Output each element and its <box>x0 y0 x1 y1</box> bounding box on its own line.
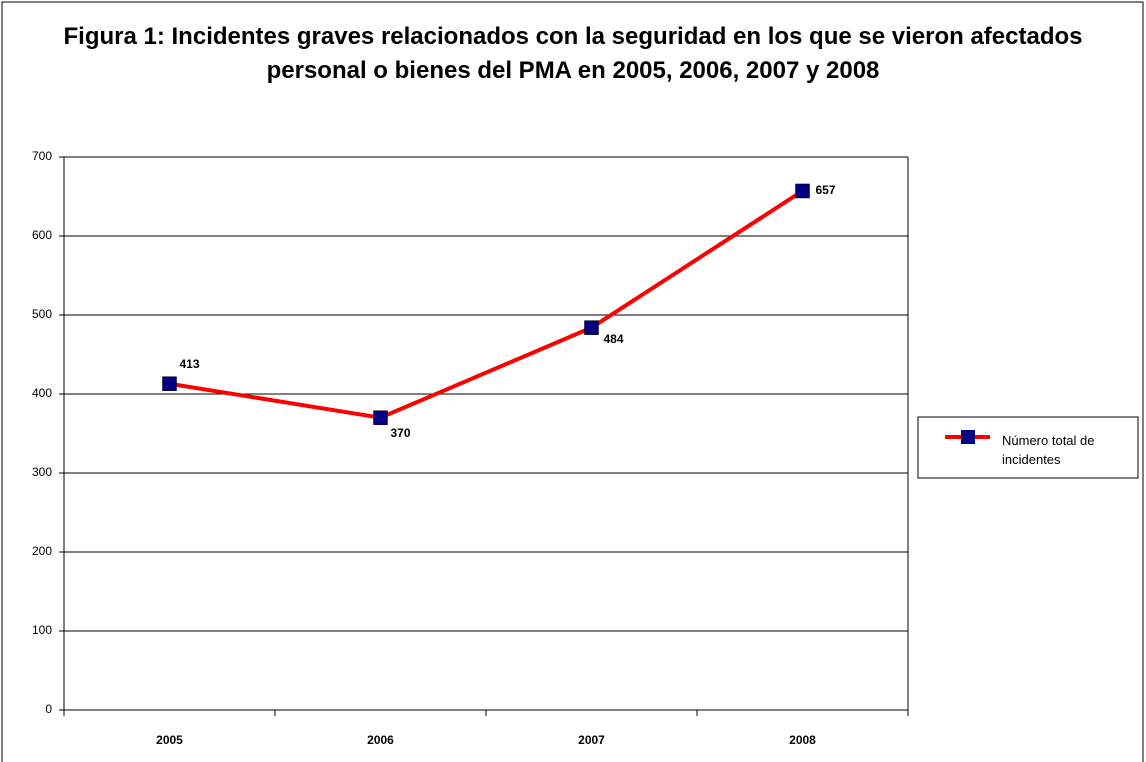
data-label: 413 <box>180 357 200 371</box>
x-tick-label: 2005 <box>156 733 183 747</box>
legend-label: Número total de incidentes <box>1002 433 1095 467</box>
y-tick-label: 600 <box>32 228 52 242</box>
y-tick-label: 500 <box>32 307 52 321</box>
marker <box>162 376 177 391</box>
y-tick-label: 100 <box>32 623 52 637</box>
legend-box <box>917 416 1139 479</box>
data-label: 657 <box>816 183 836 197</box>
marker <box>795 183 810 199</box>
marker <box>584 320 599 335</box>
y-tick-label: 400 <box>32 386 52 400</box>
y-tick-label: 300 <box>32 465 52 479</box>
x-tick-label: 2006 <box>367 733 394 747</box>
x-tick-label: 2007 <box>578 733 605 747</box>
y-tick-label: 200 <box>32 544 52 558</box>
legend-marker <box>961 430 975 444</box>
chart-title: Figura 1: Incidentes graves relacionados… <box>63 23 1083 84</box>
y-tick-label: 700 <box>32 149 52 163</box>
data-label: 370 <box>391 426 411 440</box>
x-tick-label: 2008 <box>789 733 816 747</box>
y-tick-label: 0 <box>45 702 52 716</box>
series-line <box>169 189 804 420</box>
marker <box>373 410 388 425</box>
data-label: 484 <box>604 332 624 346</box>
